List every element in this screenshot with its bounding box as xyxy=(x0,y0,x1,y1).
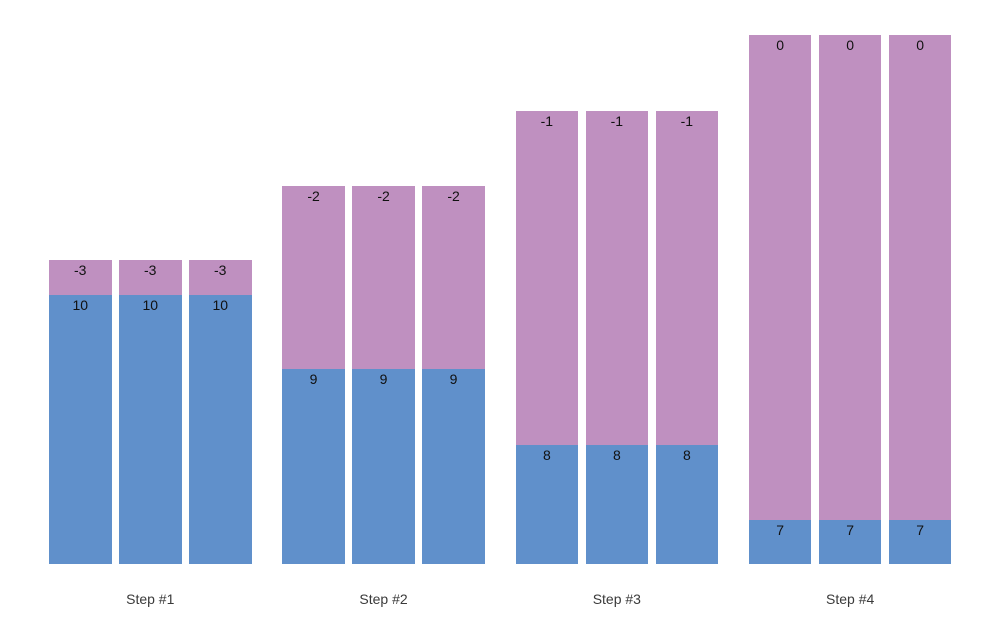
bar-value-label-purple: -2 xyxy=(307,188,320,204)
bar-segment-purple: 0 xyxy=(748,35,812,520)
bar-value-label-blue: 10 xyxy=(212,297,229,313)
x-axis-category-label: Step #4 xyxy=(826,591,875,607)
bar-segment-blue: 7 xyxy=(748,520,812,564)
bar-segment-blue: 8 xyxy=(655,445,719,564)
bar-value-label-purple: -3 xyxy=(144,262,157,278)
bar-segment-purple: -3 xyxy=(189,260,252,295)
x-axis-category-label: Step #1 xyxy=(126,591,175,607)
bar-value-label-blue: 9 xyxy=(379,371,388,387)
bar-segment-blue: 7 xyxy=(888,520,952,564)
bar-segment-blue: 8 xyxy=(585,445,649,564)
x-axis-category-label: Step #3 xyxy=(592,591,641,607)
bar-value-label-purple: -2 xyxy=(377,188,390,204)
stacked-bar: -3 10 xyxy=(189,260,252,564)
bar-segment-purple: 0 xyxy=(818,35,882,520)
bar-segment-purple: -2 xyxy=(282,186,345,369)
bar-value-label-purple: -3 xyxy=(214,262,227,278)
bar-segment-blue: 9 xyxy=(282,369,345,564)
bar-value-label-purple: -1 xyxy=(540,113,554,129)
x-axis-category-label: Step #2 xyxy=(359,591,408,607)
bar-segment-purple: 0 xyxy=(888,35,952,520)
bar-value-label-blue: 8 xyxy=(542,447,551,463)
stacked-bar: -2 9 xyxy=(422,186,485,564)
bar-segment-blue: 10 xyxy=(119,295,182,564)
bar-segment-blue: 10 xyxy=(189,295,252,564)
bar-value-label-purple: 0 xyxy=(846,37,855,53)
stacked-bar: -1 8 xyxy=(655,111,719,564)
bar-segment-purple: -3 xyxy=(119,260,182,295)
bar-value-label-blue: 8 xyxy=(612,447,621,463)
bar-value-label-purple: -1 xyxy=(610,113,624,129)
bar-segment-purple: -1 xyxy=(515,111,579,445)
bar-value-label-blue: 7 xyxy=(776,522,785,538)
bar-segment-blue: 9 xyxy=(422,369,485,564)
bar-value-label-purple: -2 xyxy=(447,188,460,204)
bar-value-label-blue: 8 xyxy=(682,447,691,463)
bar-segment-purple: -1 xyxy=(655,111,719,445)
bar-value-label-blue: 7 xyxy=(846,522,855,538)
bar-value-label-blue: 9 xyxy=(309,371,318,387)
bar-segment-purple: -3 xyxy=(49,260,112,295)
bar-value-label-blue: 7 xyxy=(916,522,925,538)
bar-segment-purple: -1 xyxy=(585,111,649,445)
bar-value-label-purple: -1 xyxy=(680,113,694,129)
bar-segment-blue: 10 xyxy=(49,295,112,564)
stacked-bar: -2 9 xyxy=(282,186,345,564)
bar-segment-blue: 9 xyxy=(352,369,415,564)
stacked-bar: -1 8 xyxy=(515,111,579,564)
bar-segment-purple: -2 xyxy=(422,186,485,369)
bar-segment-blue: 7 xyxy=(818,520,882,564)
stacked-bar: -3 10 xyxy=(49,260,112,564)
bar-segment-purple: -2 xyxy=(352,186,415,369)
bar-value-label-purple: 0 xyxy=(776,37,785,53)
bar-value-label-blue: 10 xyxy=(72,297,89,313)
bar-value-label-blue: 9 xyxy=(449,371,458,387)
stacked-bar: -2 9 xyxy=(352,186,415,564)
bar-value-label-purple: 0 xyxy=(916,37,925,53)
stacked-bar: -1 8 xyxy=(585,111,649,564)
bar-segment-blue: 8 xyxy=(515,445,579,564)
stacked-bar: -3 10 xyxy=(119,260,182,564)
bar-value-label-blue: 10 xyxy=(142,297,159,313)
bar-value-label-purple: -3 xyxy=(74,262,87,278)
